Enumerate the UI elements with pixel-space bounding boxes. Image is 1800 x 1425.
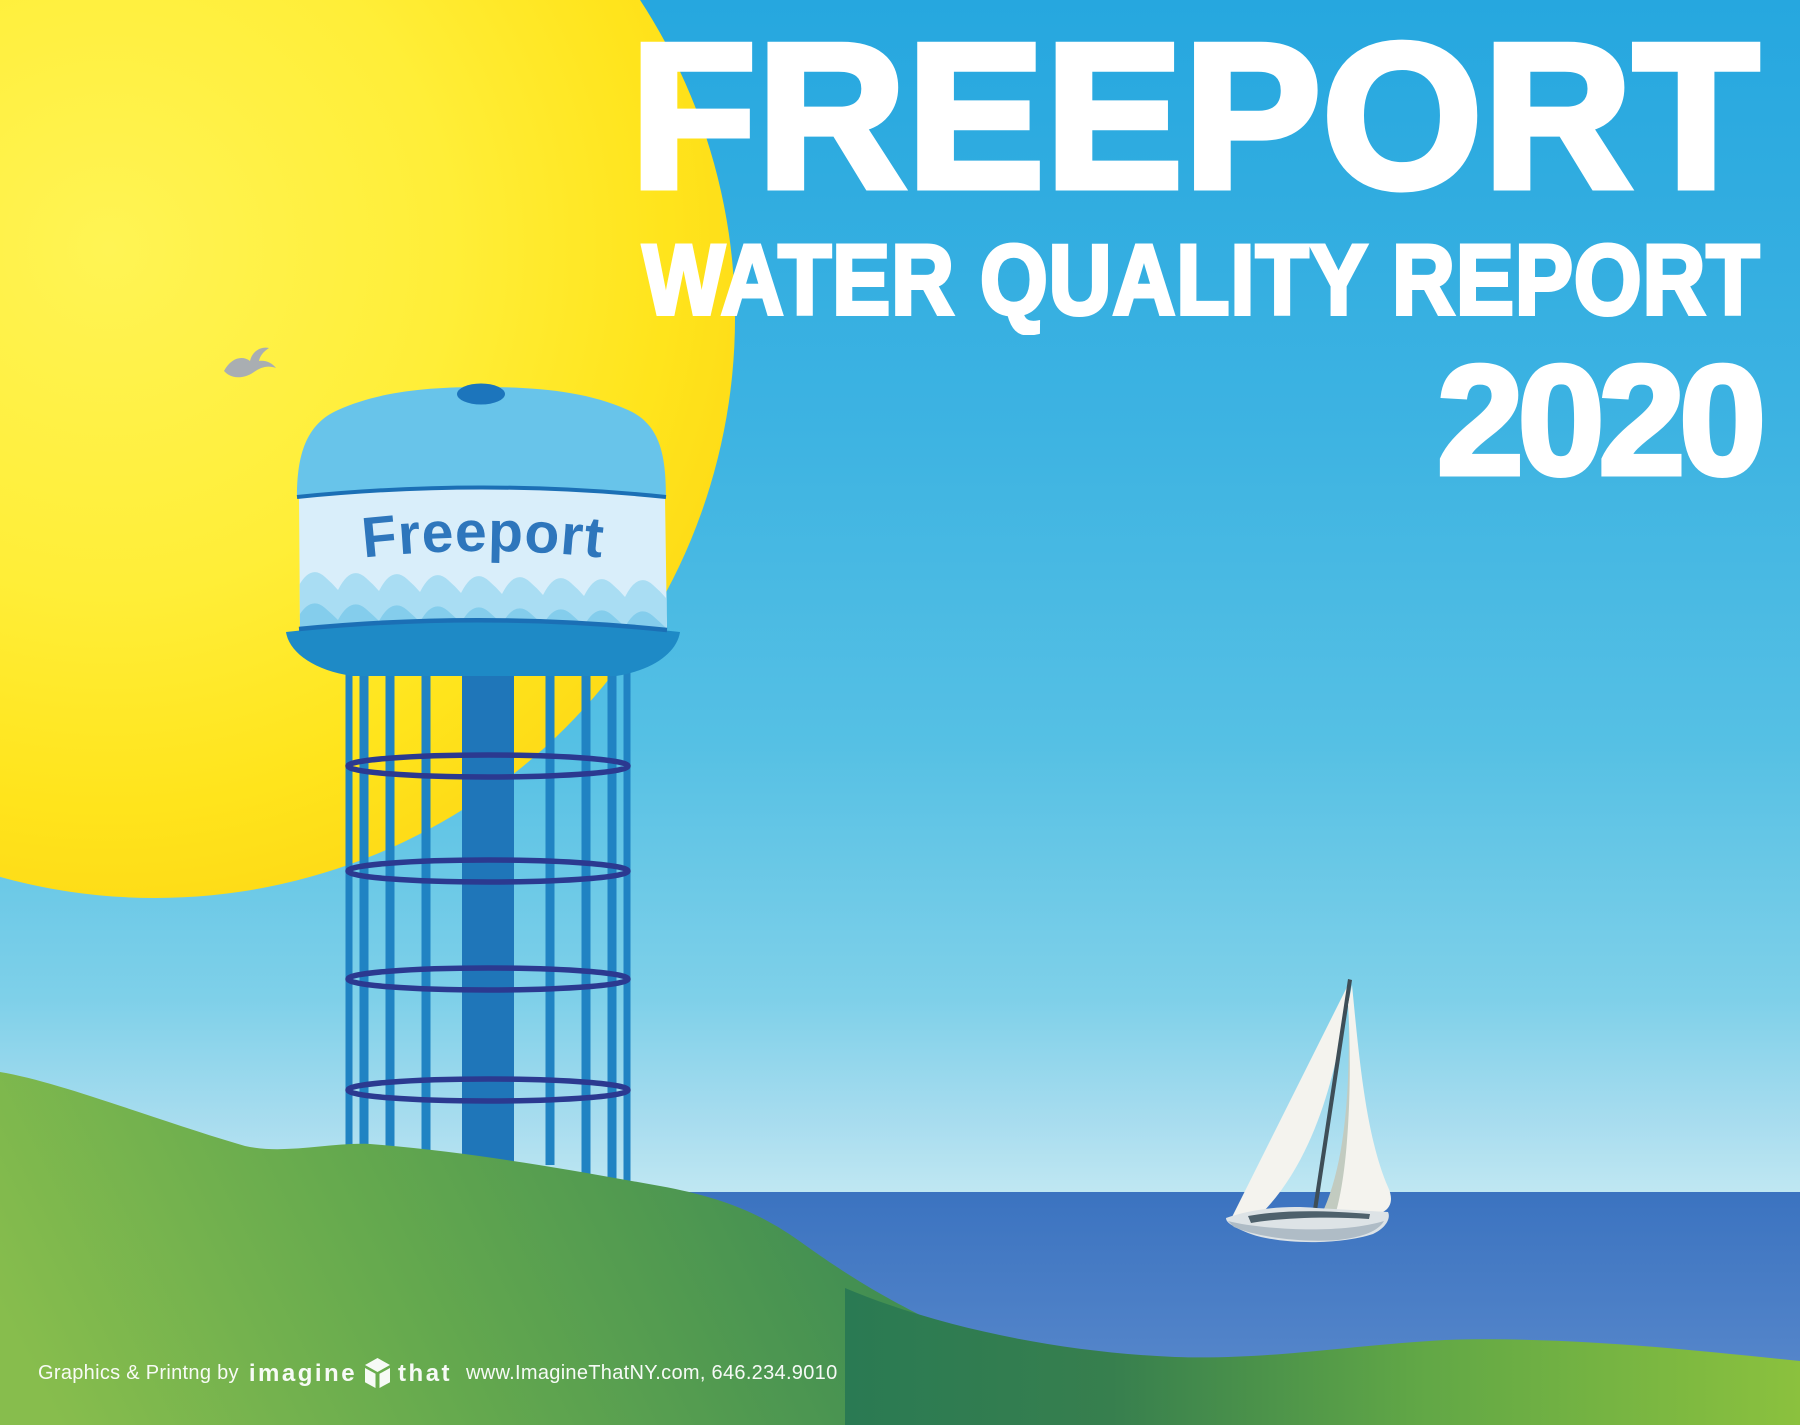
title-line-1: FREEPORT bbox=[627, 1, 1763, 231]
tank-label: Freeport bbox=[359, 500, 608, 571]
brand-that: that bbox=[398, 1359, 453, 1387]
tower-dome bbox=[297, 387, 666, 497]
title-line-2: WATER QUALITY REPORT bbox=[640, 224, 1761, 335]
tower-column bbox=[462, 672, 514, 1195]
dome-rim-line bbox=[296, 485, 667, 499]
hills bbox=[0, 1072, 1800, 1425]
title-year: 2020 bbox=[1434, 334, 1768, 508]
tank-bottom-line bbox=[298, 618, 668, 633]
title-block: FREEPORT WATER QUALITY REPORT 2020 bbox=[490, 1, 1769, 508]
hill-front bbox=[845, 1288, 1800, 1425]
brand-imagine: imagine bbox=[248, 1359, 358, 1387]
tower-legs bbox=[345, 672, 631, 1197]
footer-contact: www.ImagineThatNY.com, 646.234.9010 bbox=[466, 1362, 838, 1384]
footer-credit-bar: Graphics & Printng by imagine that www.I… bbox=[38, 1358, 838, 1389]
sailboat-icon bbox=[1226, 979, 1391, 1243]
tower-funnel bbox=[286, 621, 680, 676]
imagine-cube-icon bbox=[365, 1358, 391, 1388]
water-tower: Freeport bbox=[286, 383, 680, 1197]
tower-rings bbox=[345, 752, 631, 1104]
brand-logo: imagine that bbox=[249, 1358, 452, 1389]
tower-cap bbox=[457, 383, 505, 405]
footer-credit: Graphics & Printng by bbox=[38, 1362, 239, 1384]
seagull-icon bbox=[224, 347, 276, 378]
